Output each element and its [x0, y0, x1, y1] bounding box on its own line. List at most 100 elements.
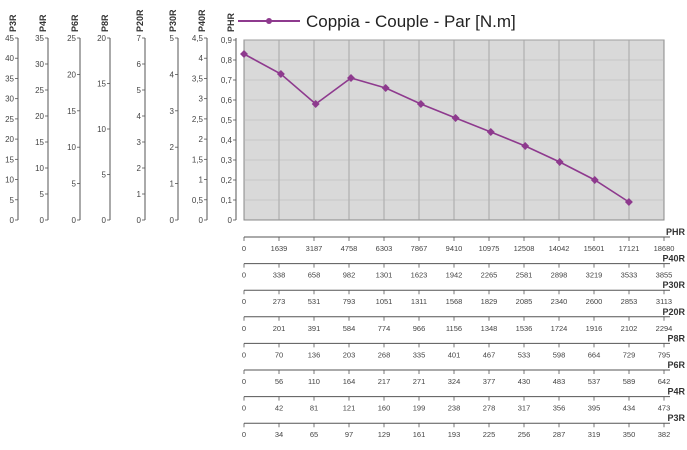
- bottom-axis-tick-label: 6303: [376, 244, 393, 253]
- bottom-axis-tick-label: 278: [483, 404, 496, 413]
- left-axis-name: P8R: [100, 14, 110, 32]
- bottom-axis-tick-label: 256: [518, 430, 531, 439]
- left-axis-name: PHR: [226, 12, 236, 32]
- bottom-axis-tick-label: 217: [378, 377, 391, 386]
- left-axis-tick-label: 20: [35, 112, 44, 121]
- bottom-axis-tick-label: 317: [518, 404, 531, 413]
- left-axis-tick-label: 2: [137, 164, 142, 173]
- bottom-axis-tick-label: 3533: [621, 271, 638, 280]
- bottom-axis-tick-label: 2898: [551, 271, 568, 280]
- series-point-marker: [624, 198, 633, 206]
- bottom-axis-name: P6R: [667, 360, 685, 370]
- left-axis-tick-label: 0: [10, 216, 15, 225]
- bottom-axis-tick-label: 2340: [551, 297, 568, 306]
- left-axis-tick-label: 3,5: [192, 74, 204, 83]
- bottom-axis-tick-label: 658: [308, 271, 321, 280]
- bottom-axis-p8r: P8R 0 70 136 203 268 335 401 467 533 598 664 729 795: [242, 333, 686, 359]
- bottom-axis-tick-label: 3219: [586, 271, 603, 280]
- left-axis-tick-label: 40: [5, 54, 14, 63]
- bottom-axis-tick-label: 338: [273, 271, 286, 280]
- left-axis-tick-label: 15: [35, 138, 44, 147]
- bottom-axis-tick-label: 18680: [654, 244, 675, 253]
- bottom-axis-tick-label: 12508: [514, 244, 535, 253]
- left-axis-tick-label: 30: [35, 60, 44, 69]
- bottom-axis-tick-label: 0: [242, 244, 246, 253]
- left-axis-tick-label: 0,5: [221, 116, 233, 125]
- left-axis-tick-label: 0,6: [221, 96, 233, 105]
- bottom-axis-name: P20R: [662, 307, 685, 317]
- bottom-axis-tick-label: 0: [242, 350, 246, 359]
- bottom-axis-tick-label: 136: [308, 350, 321, 359]
- left-axes: P3R454035302520151050P4R35302520151050P6…: [5, 9, 237, 225]
- bottom-axis-tick-label: 160: [378, 404, 391, 413]
- left-axis-tick-label: 0: [40, 216, 45, 225]
- bottom-axis-tick-label: 1156: [446, 324, 462, 333]
- bottom-axis-tick-label: 0: [242, 324, 246, 333]
- bottom-axis-tick-label: 401: [448, 350, 461, 359]
- bottom-axis-tick-label: 324: [448, 377, 461, 386]
- series-point-marker: [486, 128, 495, 136]
- bottom-axis-tick-label: 2265: [481, 271, 498, 280]
- left-axis-p3r: P3R 45 40 35 30 25 20 15 10 5 0: [5, 14, 19, 225]
- bottom-axis-tick-label: 9410: [446, 244, 463, 253]
- left-axis-tick-label: 10: [35, 164, 44, 173]
- bottom-axis-tick-label: 335: [413, 350, 426, 359]
- left-axis-tick-label: 3: [137, 138, 142, 147]
- left-axis-tick-label: 4,5: [192, 34, 204, 43]
- left-axis-tick-label: 20: [97, 34, 106, 43]
- left-axis-name: P30R: [168, 9, 178, 32]
- left-axis-tick-label: 5: [102, 171, 107, 180]
- left-axis-tick-label: 2: [170, 143, 175, 152]
- bottom-axis-tick-label: 533: [518, 350, 531, 359]
- bottom-axis-tick-label: 434: [623, 404, 636, 413]
- left-axis-tick-label: 20: [5, 135, 14, 144]
- bottom-axis-tick-label: 3855: [656, 271, 673, 280]
- bottom-axis-tick-label: 1623: [411, 271, 428, 280]
- left-axis-tick-label: 35: [35, 34, 44, 43]
- bottom-axis-name: P8R: [667, 333, 685, 343]
- bottom-axis-tick-label: 774: [378, 324, 391, 333]
- bottom-axis-tick-label: 1724: [551, 324, 568, 333]
- bottom-axis-tick-label: 483: [553, 377, 566, 386]
- bottom-axis-tick-label: 4758: [341, 244, 358, 253]
- bottom-axis-p4r: P4R 0 42 81 121 160 199 238 278 317 356 395 434 473: [242, 387, 686, 413]
- bottom-axis-tick-label: 589: [623, 377, 636, 386]
- bottom-axis-tick-label: 1051: [376, 297, 393, 306]
- bottom-axis-tick-label: 271: [413, 377, 426, 386]
- bottom-axis-tick-label: 7867: [411, 244, 428, 253]
- bottom-axis-tick-label: 0: [242, 377, 246, 386]
- left-axis-tick-label: 0: [170, 216, 175, 225]
- bottom-axis-tick-label: 1536: [516, 324, 533, 333]
- left-axis-p6r: P6R 25 20 15 10 5 0: [67, 14, 81, 225]
- bottom-axis-tick-label: 1942: [446, 271, 463, 280]
- bottom-axis-name: P3R: [667, 413, 685, 423]
- bottom-axis-tick-label: 0: [242, 271, 246, 280]
- bottom-axis-tick-label: 729: [623, 350, 636, 359]
- left-axis-tick-label: 0,5: [192, 196, 204, 205]
- bottom-axis-tick-label: 1311: [411, 297, 427, 306]
- bottom-axis-tick-label: 0: [242, 430, 246, 439]
- left-axis-name: P40R: [197, 9, 207, 32]
- bottom-axis-tick-label: 1568: [446, 297, 463, 306]
- left-axis-phr: PHR 0,9 0,8 0,7 0,6 0,5 0,4 0,3 0,2 0,1 0: [221, 12, 237, 225]
- left-axis-tick-label: 0,2: [221, 176, 233, 185]
- left-axis-tick-label: 25: [35, 86, 44, 95]
- bottom-axis-tick-label: 225: [483, 430, 496, 439]
- bottom-axis-tick-label: 2102: [621, 324, 638, 333]
- bottom-axis-tick-label: 2294: [656, 324, 673, 333]
- bottom-axis-p20r: P20R 0 201 391 584 774 966 1156 1348 1536 1724 1916…: [242, 307, 686, 333]
- chart-title: Coppia - Couple - Par [N.m]: [306, 12, 516, 31]
- bottom-axis-tick-label: 268: [378, 350, 391, 359]
- left-axis-tick-label: 0,9: [221, 36, 233, 45]
- left-axis-tick-label: 0: [199, 216, 204, 225]
- bottom-axis-tick-label: 203: [343, 350, 356, 359]
- left-axis-tick-label: 1: [199, 176, 204, 185]
- left-axis-tick-label: 20: [67, 70, 76, 79]
- left-axis-name: P6R: [70, 14, 80, 32]
- bottom-axis-tick-label: 2600: [586, 297, 603, 306]
- left-axis-tick-label: 6: [137, 60, 142, 69]
- left-axis-tick-label: 0: [102, 216, 107, 225]
- bottom-axis-tick-label: 199: [413, 404, 426, 413]
- plot-grid: [244, 39, 664, 220]
- bottom-axis-tick-label: 161: [413, 430, 426, 439]
